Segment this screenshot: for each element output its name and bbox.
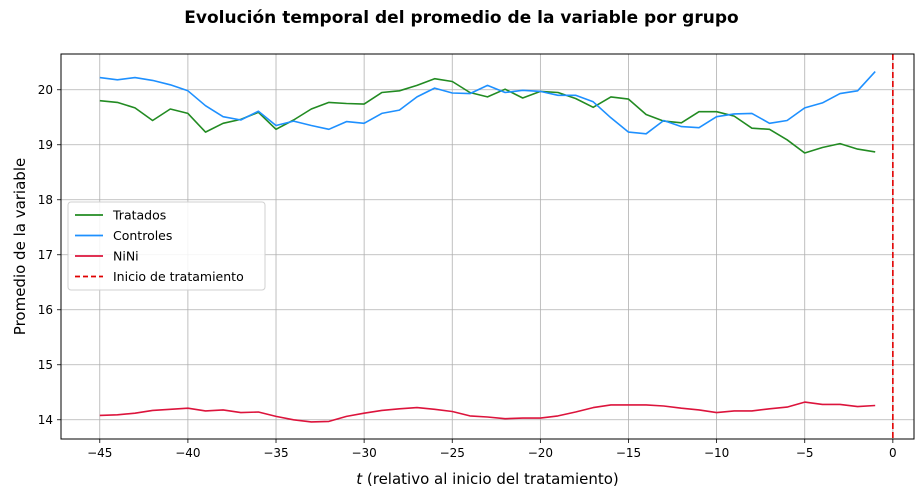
y-axis-label: Promedio de la variable xyxy=(11,158,29,335)
legend-label: NiNi xyxy=(113,249,139,264)
x-tick-label: 0 xyxy=(889,446,897,460)
x-tick-label: −25 xyxy=(440,446,465,460)
y-tick-label: 19 xyxy=(38,138,53,152)
legend-label: Inicio de tratamiento xyxy=(113,269,244,284)
x-tick-label: −5 xyxy=(796,446,814,460)
y-tick-label: 17 xyxy=(38,248,53,262)
y-tick-label: 14 xyxy=(38,413,53,427)
series-line-controles xyxy=(99,71,876,135)
series-line-nini xyxy=(99,401,876,423)
y-tick-label: 15 xyxy=(38,358,53,372)
legend-box xyxy=(67,201,266,291)
series-line-tratados xyxy=(99,77,876,154)
y-tick-label: 18 xyxy=(38,193,53,207)
ticks: −45 −40 −35 −30 −25 −20 −15 −10 −5 0 14 15 16 17 18 19 2… xyxy=(38,83,897,460)
x-tick-label: −10 xyxy=(704,446,729,460)
x-axis-label: t (relativo al inicio del tratamiento) xyxy=(356,470,619,488)
plot-frame xyxy=(60,53,915,440)
x-tick-label: −30 xyxy=(351,446,376,460)
x-tick-label: −20 xyxy=(528,446,553,460)
y-tick-label: 20 xyxy=(38,83,53,97)
x-tick-label: −40 xyxy=(175,446,200,460)
y-tick-label: 16 xyxy=(38,303,53,317)
x-tick-label: −15 xyxy=(616,446,641,460)
legend-label: Controles xyxy=(113,228,172,243)
x-tick-label: −45 xyxy=(87,446,112,460)
legend: Tratados Controles NiNi Inicio de tratamien… xyxy=(67,201,266,291)
chart-title: Evolución temporal del promedio de la va… xyxy=(184,8,739,28)
x-tick-label: −35 xyxy=(263,446,288,460)
series-layer xyxy=(99,71,876,423)
legend-label: Tratados xyxy=(112,208,166,223)
